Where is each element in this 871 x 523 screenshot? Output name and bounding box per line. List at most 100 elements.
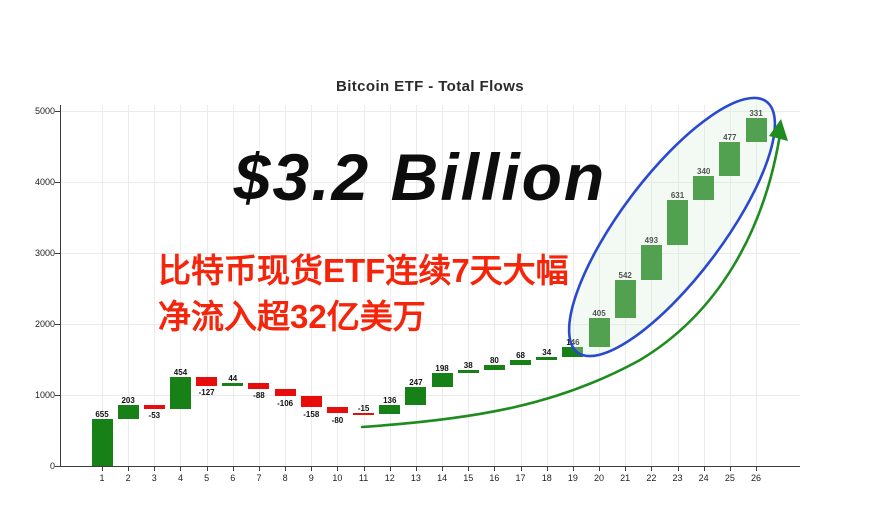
x-tick-label: 13 (410, 473, 421, 483)
x-tick-mark (651, 467, 653, 471)
y-tick-label: 2000 (34, 319, 55, 329)
x-tick-label: 21 (620, 473, 631, 483)
x-tick-label: 19 (567, 473, 578, 483)
x-tick-label: 15 (463, 473, 474, 483)
gridline-vertical (206, 105, 208, 466)
y-tick-mark (55, 182, 60, 183)
bar-label: 493 (644, 235, 659, 245)
x-tick-mark (232, 467, 234, 471)
bar-label: 44 (228, 373, 238, 383)
bar-label: -15 (357, 404, 370, 414)
bar-label: 331 (749, 109, 763, 119)
gridline-vertical (102, 105, 103, 466)
y-tick-label: 0 (49, 461, 55, 471)
gridline-horizontal (60, 111, 800, 112)
x-tick-label: 12 (384, 473, 395, 483)
x-tick-mark (442, 467, 444, 471)
x-tick-label: 17 (515, 473, 526, 483)
trend-arrow-head (769, 119, 788, 141)
x-tick-mark (337, 467, 339, 471)
gridline-vertical (285, 105, 287, 466)
bar (196, 376, 218, 386)
y-tick-label: 4000 (34, 177, 55, 187)
x-tick-mark (311, 467, 313, 471)
bar-label: 198 (435, 363, 449, 373)
bar (745, 118, 767, 142)
x-tick-label: 3 (151, 473, 157, 483)
x-tick-label: 9 (308, 473, 314, 483)
bar-label: 80 (489, 355, 499, 365)
bar (326, 407, 348, 414)
bar (562, 347, 584, 358)
y-tick-mark (55, 253, 60, 254)
bar-label: 477 (723, 132, 737, 142)
x-tick-mark (546, 467, 548, 471)
bar (379, 404, 401, 415)
x-tick-mark (729, 467, 731, 471)
bar-label: 454 (173, 367, 188, 377)
bar (300, 396, 322, 408)
gridline-vertical (756, 105, 757, 466)
gridline-vertical (232, 105, 234, 466)
x-tick-mark (206, 467, 208, 471)
x-tick-mark (258, 467, 260, 471)
subheadline-overlay: 比特币现货ETF连续7天大幅 净流入超32亿美万 (158, 248, 569, 340)
x-tick-label: 11 (358, 473, 369, 483)
subheadline-line1: 比特币现货ETF连续7天大幅 (158, 252, 569, 289)
x-tick-label: 2 (125, 473, 131, 483)
y-tick-mark (55, 111, 60, 112)
bar (536, 357, 558, 360)
y-tick-label: 5000 (34, 106, 55, 116)
x-tick-mark (599, 467, 601, 471)
gridline-vertical (311, 105, 313, 466)
bar (405, 387, 427, 405)
bar-label: 38 (463, 361, 473, 371)
x-tick-label: 1 (99, 473, 105, 483)
bar-label: 136 (383, 395, 397, 405)
chart-title: Bitcoin ETF - Total Flows (335, 78, 525, 95)
bar (91, 419, 113, 466)
bar-label: 68 (516, 350, 525, 360)
gridline-vertical (180, 105, 182, 466)
bar (248, 382, 270, 389)
x-tick-label: 20 (594, 473, 605, 483)
bar (614, 279, 636, 319)
x-tick-label: 23 (672, 473, 683, 483)
gridline-vertical (154, 105, 156, 466)
bar-label: 655 (95, 410, 109, 420)
headline-overlay: $3.2 Billion (233, 140, 607, 214)
gridline-vertical (128, 105, 130, 466)
x-tick-mark (703, 467, 705, 471)
bar-label: 247 (409, 378, 423, 388)
bar (169, 376, 191, 409)
bar (431, 372, 453, 388)
x-tick-mark (285, 467, 287, 471)
bar-label: -88 (253, 391, 265, 401)
x-tick-label: 22 (646, 473, 657, 483)
x-tick-mark (756, 467, 757, 471)
x-tick-label: 8 (282, 473, 288, 483)
x-tick-mark (677, 467, 679, 471)
gridline-vertical (258, 105, 260, 466)
x-tick-mark (468, 467, 470, 471)
bar-label: 405 (592, 309, 606, 319)
x-tick-mark (128, 467, 130, 471)
x-axis-line (57, 466, 800, 468)
bar-label: 34 (542, 348, 552, 358)
x-tick-label: 5 (204, 473, 210, 483)
x-tick-mark (363, 467, 365, 471)
bar (117, 405, 139, 420)
x-tick-mark (154, 467, 156, 471)
x-tick-label: 4 (177, 473, 183, 483)
subheadline-line2: 净流入超32亿美万 (158, 298, 426, 335)
gridline-vertical (337, 105, 339, 466)
y-axis-line (60, 105, 62, 466)
x-tick-label: 26 (750, 473, 761, 483)
x-tick-label: 10 (332, 473, 343, 483)
bar (222, 382, 244, 386)
x-tick-mark (102, 467, 103, 471)
bar (640, 244, 662, 280)
x-tick-mark (180, 467, 182, 471)
x-tick-mark (572, 467, 574, 471)
